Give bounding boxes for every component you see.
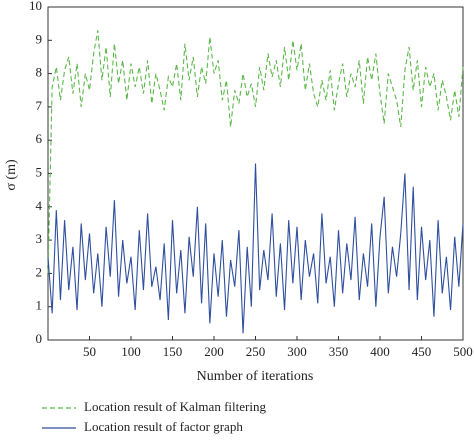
x-tick-label: 350 (329, 344, 349, 359)
x-tick-label: 250 (246, 344, 266, 359)
y-tick-label: 6 (36, 131, 43, 146)
data-line (47, 163, 464, 334)
x-tick-label: 300 (287, 344, 307, 359)
y-tick-label: 1 (36, 298, 43, 313)
x-tick-label: 50 (83, 344, 96, 359)
y-tick-label: 0 (36, 331, 43, 346)
legend-label: Location result of Kalman filtering (84, 399, 266, 414)
y-tick-label: 5 (36, 164, 43, 179)
x-tick-label: 200 (204, 344, 224, 359)
data-line (47, 30, 464, 274)
y-tick-label: 2 (36, 264, 43, 279)
legend-label: Location result of factor graph (84, 419, 243, 434)
x-tick-label: 450 (412, 344, 432, 359)
y-tick-label: 9 (36, 31, 43, 46)
y-tick-label: 8 (36, 65, 43, 80)
y-tick-label: 3 (36, 231, 43, 246)
y-tick-label: 7 (36, 98, 43, 113)
y-axis-label: σ (m) (4, 159, 19, 191)
y-tick-label: 10 (29, 0, 42, 13)
x-tick-label: 400 (370, 344, 390, 359)
x-tick-label: 150 (163, 344, 183, 359)
x-tick-label: 500 (453, 344, 473, 359)
y-tick-label: 4 (36, 198, 43, 213)
x-tick-label: 100 (121, 344, 141, 359)
x-axis-label: Number of iterations (197, 369, 314, 384)
